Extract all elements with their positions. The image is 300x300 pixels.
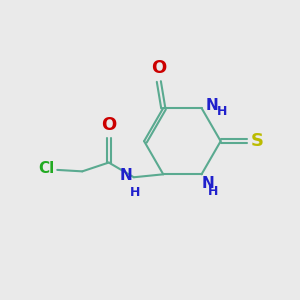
Text: N: N <box>120 168 132 183</box>
Text: H: H <box>130 185 140 199</box>
Text: Cl: Cl <box>38 161 54 176</box>
Text: O: O <box>151 59 166 77</box>
Text: O: O <box>101 116 116 134</box>
Text: N: N <box>206 98 219 112</box>
Text: N: N <box>202 176 214 191</box>
Text: H: H <box>207 184 218 198</box>
Text: S: S <box>251 132 264 150</box>
Text: H: H <box>217 105 227 118</box>
